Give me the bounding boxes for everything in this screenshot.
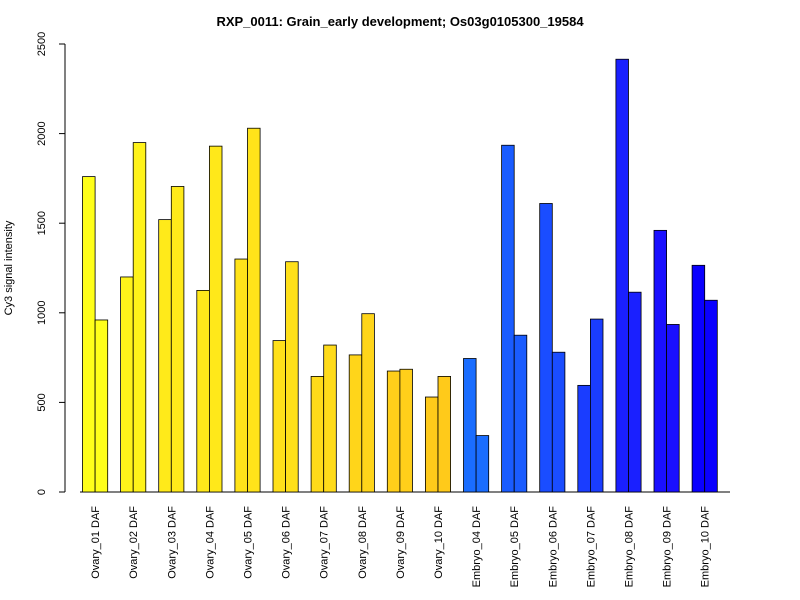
x-tick-label: Ovary_01 DAF: [90, 506, 102, 579]
x-tick-labels: Ovary_01 DAF Ovary_02 DAF Ovary_03 DAF Ovar…: [90, 506, 712, 588]
y-tick-label: 500: [36, 393, 48, 411]
bar: [666, 324, 680, 493]
bar: [615, 58, 629, 493]
bar: [285, 261, 299, 493]
x-tick-label: Embryo_09 DAF: [662, 506, 674, 588]
bar: [475, 435, 490, 493]
bar: [310, 376, 325, 493]
x-tick-label: Ovary_03 DAF: [166, 506, 178, 579]
bar: [208, 145, 223, 493]
x-tick-label: Embryo_04 DAF: [471, 506, 483, 588]
bar: [132, 142, 147, 493]
x-tick-label: Ovary_10 DAF: [433, 506, 445, 579]
y-axis-label: Cy3 signal intensity: [3, 220, 15, 315]
bar: [704, 299, 718, 493]
bar: [361, 313, 375, 493]
bar: [170, 186, 185, 493]
bar: [82, 176, 96, 493]
x-tick-label: Embryo_06 DAF: [547, 506, 559, 588]
bar: [348, 354, 363, 493]
x-tick-label: Ovary_05 DAF: [243, 506, 255, 579]
bar: [590, 318, 604, 493]
x-tick-label: Embryo_08 DAF: [624, 506, 636, 588]
bar: [234, 258, 248, 493]
x-tick-label: Ovary_07 DAF: [319, 506, 331, 579]
y-tick-label: 1500: [36, 211, 48, 235]
bar: [94, 319, 109, 493]
y-axis: 0 500 1000 1500 2000 2500: [36, 32, 66, 495]
x-tick-label: Ovary_09 DAF: [395, 506, 407, 579]
bar: [628, 291, 642, 493]
bar: [577, 384, 591, 493]
bar: [653, 229, 668, 493]
x-tick-label: Embryo_07 DAF: [585, 506, 597, 588]
bar: [513, 334, 528, 493]
bar: [463, 358, 477, 493]
bar: [424, 396, 439, 493]
x-tick-label: Embryo_05 DAF: [509, 506, 521, 588]
x-tick-label: Embryo_10 DAF: [700, 506, 712, 588]
y-tick-label: 1000: [36, 301, 48, 325]
x-tick-label: Ovary_06 DAF: [281, 506, 293, 579]
x-tick-label: Ovary_04 DAF: [204, 506, 216, 579]
x-tick-label: Ovary_02 DAF: [128, 506, 140, 579]
bar: [386, 370, 401, 493]
bar: [120, 276, 134, 493]
bar: [158, 219, 172, 493]
x-tick-label: Ovary_08 DAF: [357, 506, 369, 579]
chart-title: RXP_0011: Grain_early development; Os03g…: [216, 14, 584, 29]
bar: [323, 344, 337, 493]
bar: [247, 127, 261, 493]
bar: [691, 264, 706, 493]
bar: [501, 144, 515, 493]
bars-group: [82, 58, 718, 493]
y-tick-label: 2500: [36, 32, 48, 56]
bar: [539, 203, 553, 493]
y-tick-label: 2000: [36, 121, 48, 145]
y-tick-label: 0: [36, 489, 48, 495]
bar: [196, 289, 210, 493]
bar: [437, 376, 452, 493]
bar: [551, 351, 566, 493]
bar: [399, 368, 413, 493]
bar: [272, 340, 287, 493]
